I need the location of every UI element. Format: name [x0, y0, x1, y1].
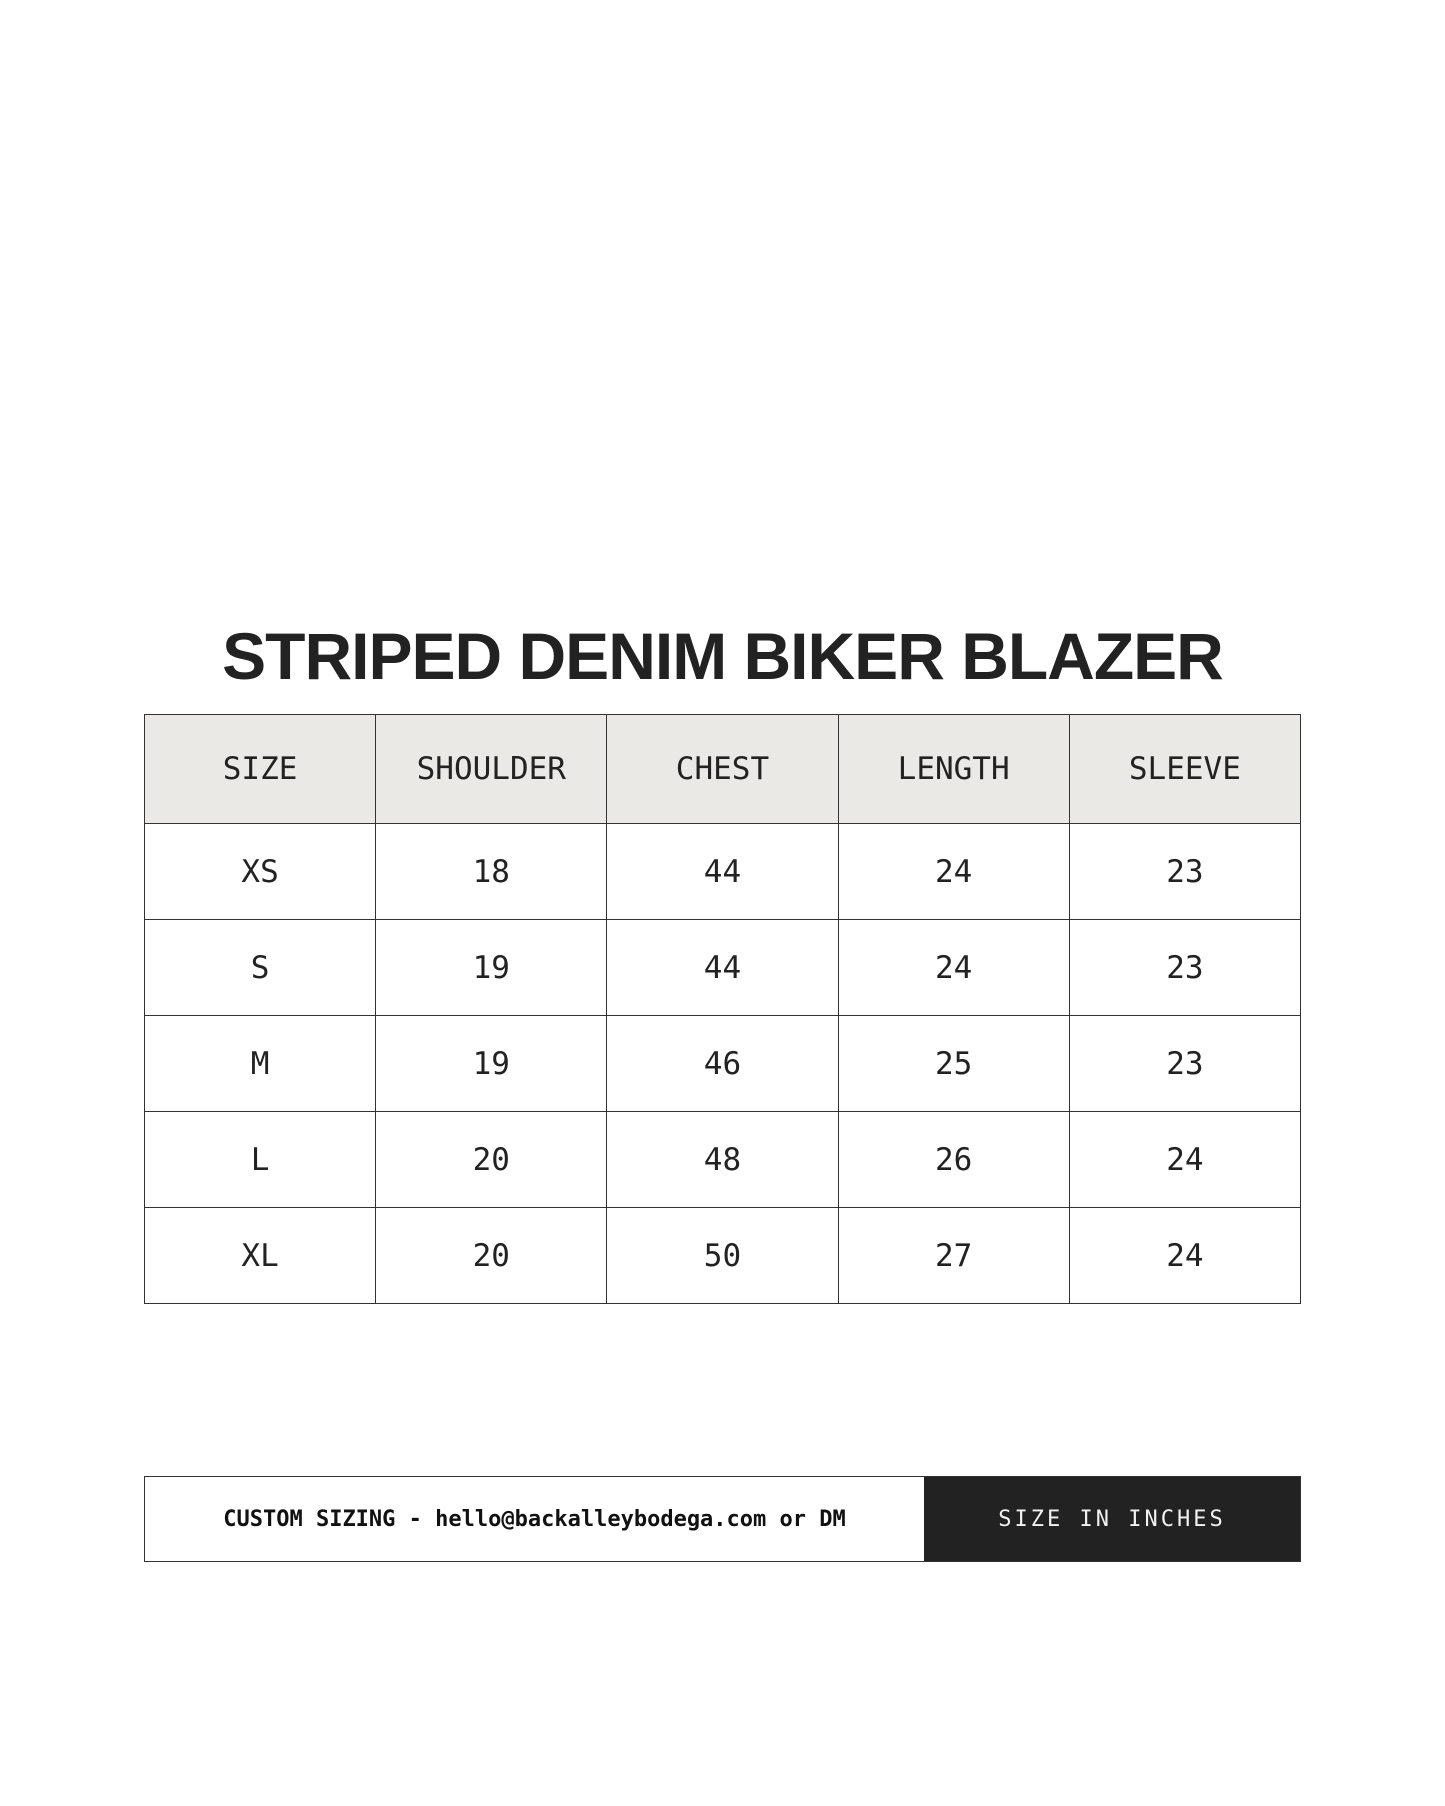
- table-header-row: SIZE SHOULDER CHEST LENGTH SLEEVE: [143, 714, 1302, 824]
- table-row: XS 18 44 24 23: [143, 823, 1302, 920]
- table-cell: 44: [606, 919, 839, 1016]
- column-header-length: LENGTH: [837, 714, 1070, 824]
- table-row: L 20 48 26 24: [143, 1111, 1302, 1208]
- table-row: XL 20 50 27 24: [143, 1207, 1302, 1304]
- table-cell: 20: [375, 1207, 608, 1304]
- page-title: STRIPED DENIM BIKER BLAZER: [222, 619, 1224, 693]
- column-header-sleeve: SLEEVE: [1068, 714, 1302, 824]
- table-row: M 19 46 25 23: [143, 1015, 1302, 1112]
- size-chart-table: SIZE SHOULDER CHEST LENGTH SLEEVE XS 18 44…: [143, 714, 1302, 1304]
- table-cell: 27: [837, 1207, 1070, 1304]
- table-cell: M: [143, 1015, 377, 1112]
- column-header-size: SIZE: [143, 714, 377, 824]
- table-cell: XS: [143, 823, 377, 920]
- table-cell: 48: [606, 1111, 839, 1208]
- column-header-shoulder: SHOULDER: [375, 714, 608, 824]
- table-cell: 50: [606, 1207, 839, 1304]
- units-label: SIZE IN INCHES: [924, 1477, 1300, 1561]
- table-cell: 23: [1068, 1015, 1302, 1112]
- table-cell: 24: [837, 919, 1070, 1016]
- table-cell: S: [143, 919, 377, 1016]
- table-cell: 25: [837, 1015, 1070, 1112]
- table-cell: 23: [1068, 919, 1302, 1016]
- table-cell: 23: [1068, 823, 1302, 920]
- column-header-chest: CHEST: [606, 714, 839, 824]
- table-cell: 24: [1068, 1207, 1302, 1304]
- table-cell: L: [143, 1111, 377, 1208]
- table-cell: 20: [375, 1111, 608, 1208]
- table-cell: 24: [1068, 1111, 1302, 1208]
- table-cell: 19: [375, 919, 608, 1016]
- footer-bar: CUSTOM SIZING - hello@backalleybodega.co…: [144, 1476, 1301, 1562]
- table-cell: 46: [606, 1015, 839, 1112]
- custom-sizing-note: CUSTOM SIZING - hello@backalleybodega.co…: [145, 1477, 924, 1561]
- table-cell: 26: [837, 1111, 1070, 1208]
- table-cell: 44: [606, 823, 839, 920]
- table-cell: 18: [375, 823, 608, 920]
- table-cell: 19: [375, 1015, 608, 1112]
- table-cell: 24: [837, 823, 1070, 920]
- table-cell: XL: [143, 1207, 377, 1304]
- table-row: S 19 44 24 23: [143, 919, 1302, 1016]
